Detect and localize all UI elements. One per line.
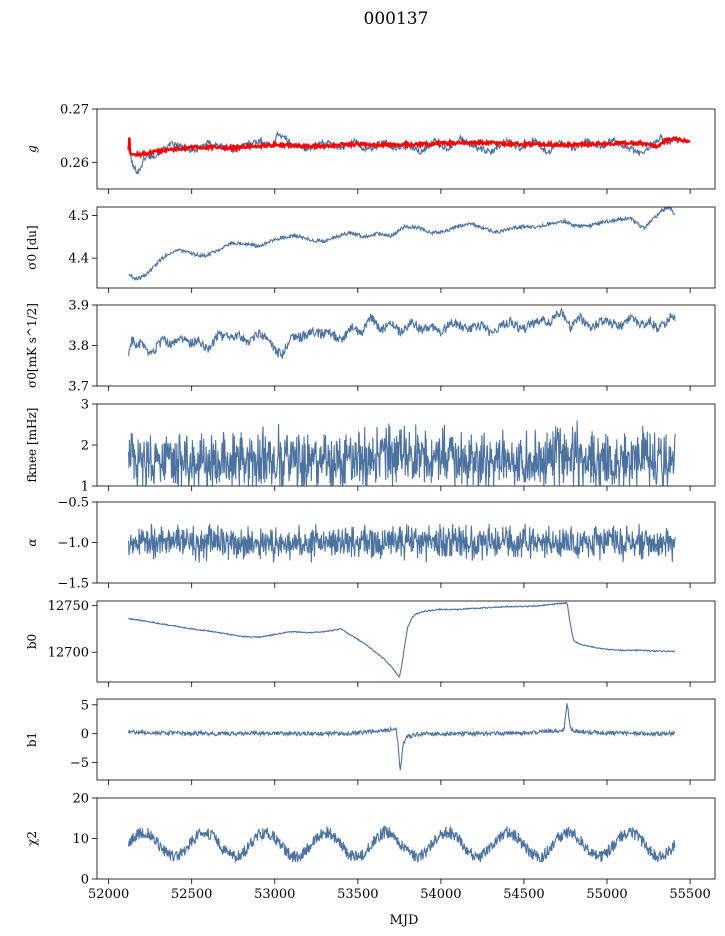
y-tick-label: 0 [81, 727, 89, 742]
series-line [127, 136, 691, 159]
x-tick-label: 55000 [586, 887, 627, 902]
x-tick-label: 55500 [669, 887, 710, 902]
y-tick-label: −0.5 [57, 496, 89, 511]
y-axis-label: σ0 [du] [25, 225, 39, 269]
subplots: 0.26 0.27 g 4.4 4.5 σ0 [du] 3.7 3.8 3.9 σ0[mK s^1… [25, 103, 716, 902]
series-line [128, 523, 676, 563]
y-tick-label: 1 [81, 480, 89, 495]
y-tick-label: 3.8 [68, 339, 89, 354]
subplot-3: 3.7 3.8 3.9 σ0[mK s^1/2] [25, 299, 716, 395]
subplot-6: 12700 12750 b0 [25, 599, 716, 687]
y-tick-label: 0.27 [60, 103, 89, 118]
x-tick-label: 54500 [503, 887, 544, 902]
series-line [128, 207, 676, 282]
subplot-8: 0 10 20 52000 52500 53000 53500 54000 54500 55000… [25, 792, 716, 902]
y-tick-label: 3.9 [68, 299, 89, 314]
y-tick-label: −5 [70, 756, 89, 771]
y-tick-label: 3 [81, 398, 89, 413]
y-tick-label: 3.7 [68, 380, 89, 395]
x-tick-label: 52000 [88, 887, 129, 902]
subplot-4: 1 2 3 fknee [mHz] [25, 398, 716, 495]
axes-frame [96, 698, 716, 781]
series-line [128, 601, 676, 678]
series-line [128, 703, 676, 771]
y-axis-label: b0 [25, 634, 39, 649]
series-line [128, 420, 676, 486]
y-tick-label: 12750 [48, 599, 89, 614]
subplot-1: 0.26 0.27 g [25, 103, 716, 194]
subplot-2: 4.4 4.5 σ0 [du] [25, 206, 716, 293]
y-tick-label: −1.5 [57, 577, 89, 592]
y-axis-label: b1 [25, 732, 39, 747]
x-tick-label: 52500 [171, 887, 212, 902]
y-tick-label: 4.4 [68, 252, 89, 267]
x-tick-label: 54000 [420, 887, 461, 902]
y-tick-label: 0.26 [60, 156, 89, 171]
y-axis-label: σ0[mK s^1/2] [25, 303, 39, 388]
y-tick-label: 10 [72, 832, 89, 847]
y-tick-label: 20 [72, 792, 89, 807]
y-axis-label: χ2 [25, 831, 39, 846]
y-axis-label: fknee [mHz] [25, 408, 39, 483]
y-axis-label: g [25, 145, 39, 153]
y-tick-label: −1.0 [57, 536, 89, 551]
x-tick-label: 53500 [337, 887, 378, 902]
figure-title: 000137 [364, 9, 429, 29]
series-line [128, 307, 676, 359]
y-axis-label: α [25, 538, 39, 546]
x-axis-label: MJD [390, 913, 419, 928]
axes-frame [96, 206, 716, 289]
y-tick-label: 0 [81, 873, 89, 888]
series-line [128, 131, 676, 175]
subplot-7: −5 0 5 b1 [25, 698, 716, 785]
y-tick-label: 12700 [48, 646, 89, 661]
y-tick-label: 4.5 [68, 209, 89, 224]
y-tick-label: 5 [81, 698, 89, 713]
axes-frame [96, 600, 716, 683]
series-line [128, 825, 676, 864]
y-tick-label: 2 [81, 439, 89, 454]
axes-frame [96, 108, 716, 190]
x-tick-label: 53000 [254, 887, 295, 902]
subplot-5: −1.5 −1.0 −0.5 α [25, 496, 716, 592]
